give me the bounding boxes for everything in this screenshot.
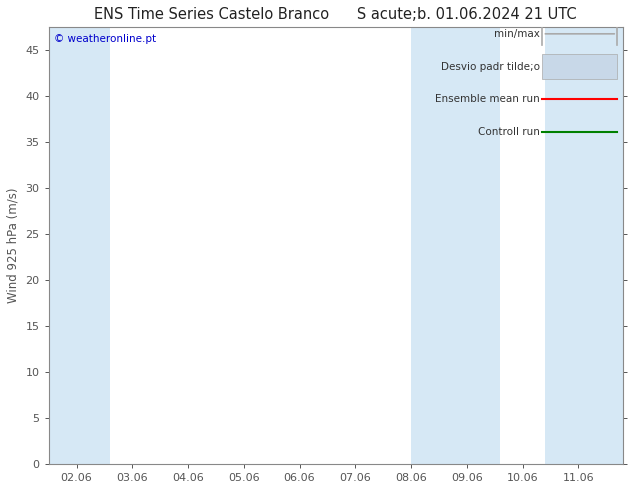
Bar (411, 27, 500, 464)
Y-axis label: Wind 925 hPa (m/s): Wind 925 hPa (m/s) (7, 188, 20, 303)
Title: ENS Time Series Castelo Branco      S acute;b. 01.06.2024 21 UTC: ENS Time Series Castelo Branco S acute;b… (94, 7, 577, 22)
Text: min/max: min/max (494, 29, 540, 39)
Text: Desvio padr tilde;o: Desvio padr tilde;o (441, 62, 540, 72)
Text: Controll run: Controll run (478, 127, 540, 137)
Text: © weatheronline.pt: © weatheronline.pt (55, 34, 157, 44)
Bar (49, 27, 110, 464)
Text: Ensemble mean run: Ensemble mean run (435, 95, 540, 104)
Bar (545, 27, 623, 464)
FancyBboxPatch shape (543, 54, 617, 79)
